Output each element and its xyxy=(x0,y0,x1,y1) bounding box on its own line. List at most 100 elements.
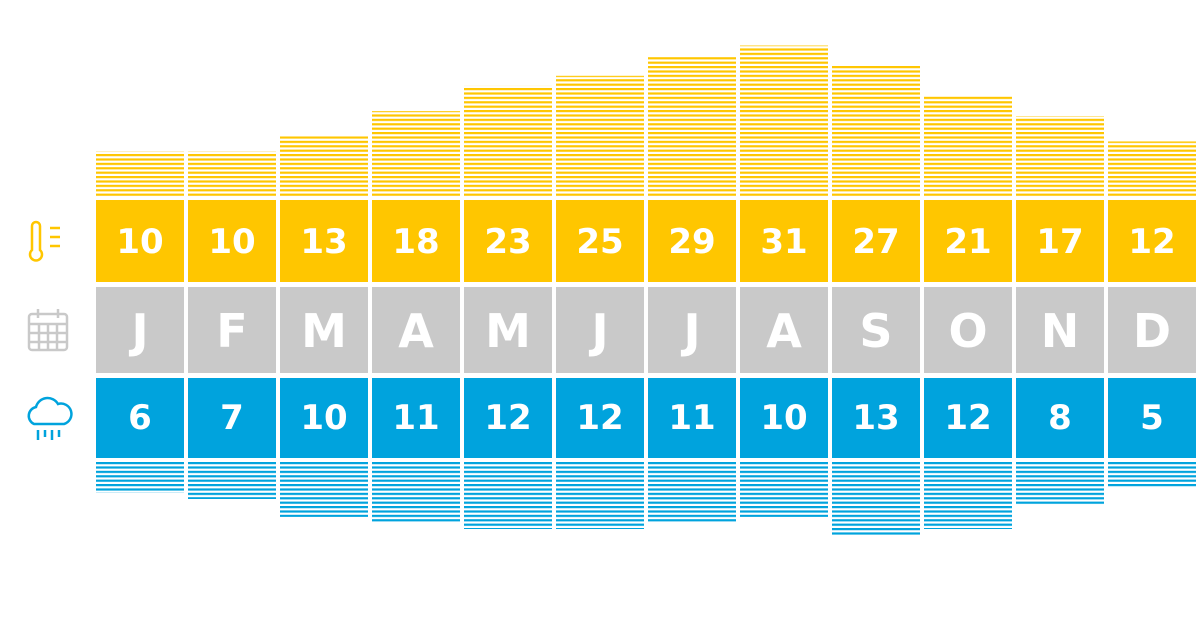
month-cell xyxy=(1108,287,1196,373)
month-cell xyxy=(280,287,368,373)
rain-value: 6 xyxy=(128,398,152,438)
rain-value: 8 xyxy=(1048,398,1072,438)
temperature-cell xyxy=(280,200,368,282)
temperature-cell xyxy=(1108,200,1196,282)
temperature-value: 21 xyxy=(944,222,991,262)
rain-cell xyxy=(188,378,276,458)
temperature-cell xyxy=(648,200,736,282)
month-cell xyxy=(372,287,460,373)
temperature-cell xyxy=(740,200,828,282)
temperature-stripes xyxy=(1016,116,1104,197)
rain-value: 12 xyxy=(484,398,531,438)
temperature-cell xyxy=(1016,200,1104,282)
rain-stripes xyxy=(648,461,736,523)
calendar-icon xyxy=(27,309,69,352)
rain-value: 11 xyxy=(668,398,715,438)
rain-value: 12 xyxy=(576,398,623,438)
month-label: J xyxy=(128,304,148,358)
temperature-value: 23 xyxy=(484,222,531,262)
rain-stripes xyxy=(188,461,276,499)
rain-stripes xyxy=(464,461,552,529)
temperature-value: 17 xyxy=(1036,222,1083,262)
temperature-stripes xyxy=(280,136,368,197)
rain-cell xyxy=(740,378,828,458)
rain-cell xyxy=(648,378,736,458)
temperature-cell xyxy=(188,200,276,282)
rain-cloud-icon xyxy=(27,396,73,440)
rain-stripes xyxy=(740,461,828,517)
temperature-value: 29 xyxy=(668,222,715,262)
temperature-stripes xyxy=(556,75,644,197)
rain-stripes xyxy=(280,461,368,517)
rain-stripes xyxy=(1016,461,1104,505)
temperature-value: 13 xyxy=(300,222,347,262)
temperature-stripes xyxy=(372,111,460,197)
month-cell xyxy=(464,287,552,373)
rain-cell xyxy=(1016,378,1104,458)
month-label: J xyxy=(588,304,608,358)
rain-stripes xyxy=(924,461,1012,529)
rain-cell xyxy=(556,378,644,458)
thermometer-icon xyxy=(28,220,60,262)
temperature-value: 27 xyxy=(852,222,899,262)
month-label: O xyxy=(948,304,987,358)
month-label: M xyxy=(485,304,531,358)
temperature-stripes xyxy=(740,45,828,197)
temperature-cell xyxy=(556,200,644,282)
temperature-cell xyxy=(464,200,552,282)
rain-stripes xyxy=(1108,461,1196,487)
temperature-stripes xyxy=(648,55,736,197)
rain-stripes xyxy=(556,461,644,529)
month-cell xyxy=(1016,287,1104,373)
rain-value: 12 xyxy=(944,398,991,438)
rain-value: 10 xyxy=(760,398,807,438)
temperature-cell xyxy=(924,200,1012,282)
month-label: J xyxy=(680,304,700,358)
month-cell xyxy=(556,287,644,373)
rain-stripes xyxy=(372,461,460,523)
rain-cell xyxy=(96,378,184,458)
rain-cell xyxy=(1108,378,1196,458)
rain-cell xyxy=(372,378,460,458)
rain-cell xyxy=(464,378,552,458)
month-label: A xyxy=(766,304,802,358)
month-label: F xyxy=(216,304,247,358)
temperature-cell xyxy=(96,200,184,282)
month-label: A xyxy=(398,304,434,358)
temperature-cell xyxy=(372,200,460,282)
rain-value: 5 xyxy=(1140,398,1164,438)
temperature-value: 31 xyxy=(760,222,807,262)
month-cell xyxy=(832,287,920,373)
rain-cell xyxy=(280,378,368,458)
rain-value: 7 xyxy=(220,398,244,438)
temperature-stripes xyxy=(188,151,276,197)
month-cell xyxy=(188,287,276,373)
rain-cell xyxy=(924,378,1012,458)
temperature-value: 10 xyxy=(116,222,163,262)
temperature-value: 25 xyxy=(576,222,623,262)
temperature-cell xyxy=(832,200,920,282)
temperature-value: 18 xyxy=(392,222,439,262)
rain-value: 13 xyxy=(852,398,899,438)
temperature-value: 12 xyxy=(1128,222,1175,262)
temperature-stripes xyxy=(924,96,1012,197)
temperature-value: 10 xyxy=(208,222,255,262)
month-label: M xyxy=(301,304,347,358)
rain-stripes xyxy=(96,461,184,493)
temperature-stripes xyxy=(464,85,552,197)
month-cell xyxy=(96,287,184,373)
month-cell xyxy=(924,287,1012,373)
rain-cell xyxy=(832,378,920,458)
month-cell xyxy=(648,287,736,373)
rain-value: 11 xyxy=(392,398,439,438)
month-cell xyxy=(740,287,828,373)
month-label: D xyxy=(1133,304,1171,358)
rain-stripes xyxy=(832,461,920,535)
month-label: N xyxy=(1041,304,1080,358)
temperature-stripes xyxy=(832,65,920,197)
temperature-stripes xyxy=(1108,141,1196,197)
month-label: S xyxy=(859,304,892,358)
rain-value: 10 xyxy=(300,398,347,438)
temperature-stripes xyxy=(96,151,184,197)
